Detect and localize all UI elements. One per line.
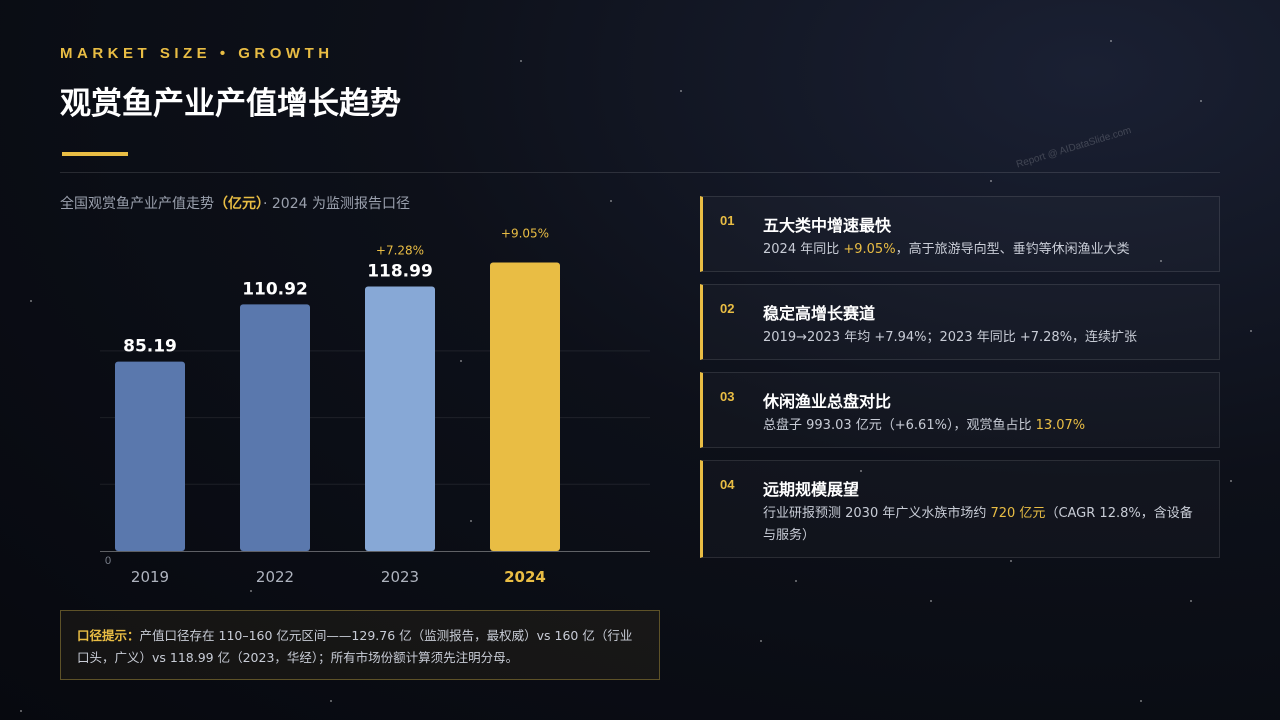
- card-number: 01: [720, 213, 735, 228]
- star-dot: [1200, 100, 1202, 102]
- star-dot: [610, 200, 612, 202]
- card-body-text: 2019→2023 年均 +7.94%；2023 年同比 +7.28%，连续扩张: [763, 330, 1138, 345]
- star-dot: [20, 710, 22, 712]
- star-dot: [1050, 420, 1052, 422]
- star-dot: [1190, 600, 1192, 602]
- card-body-highlight: 720 亿元: [990, 506, 1046, 521]
- card-body-highlight: 13.07%: [1035, 418, 1086, 433]
- card-number: 03: [720, 389, 735, 404]
- bar-2023: [365, 286, 435, 551]
- bar-2019: [115, 361, 185, 551]
- card-body: 2019→2023 年均 +7.94%；2023 年同比 +7.28%，连续扩张: [763, 327, 1203, 349]
- star-dot: [30, 300, 32, 302]
- star-dot: [460, 360, 462, 362]
- bar-growth-label: +7.28%: [376, 243, 424, 257]
- bar-value-label: 110.92: [242, 279, 308, 299]
- bar-2022: [240, 304, 310, 551]
- bar-2024: [490, 262, 560, 551]
- page-title: 观赏鱼产业产值增长趋势: [60, 86, 401, 122]
- star-dot: [1110, 40, 1112, 42]
- card-title: 休闲渔业总盘对比: [763, 392, 892, 411]
- star-dot: [930, 600, 932, 602]
- card-title: 远期规模展望: [763, 480, 860, 499]
- insight-card-3: 03 休闲渔业总盘对比 总盘子 993.03 亿元（+6.61%），观赏鱼占比 …: [700, 372, 1220, 448]
- watermark-text: Report @ AIDataSlide.com: [1015, 125, 1133, 171]
- card-body-text-after: ，高于旅游导向型、垂钓等休闲渔业大类: [895, 242, 1130, 257]
- caliber-note: 口径提示：产值口径存在 110–160 亿元区间——129.76 亿（监测报告，…: [60, 610, 660, 680]
- x-tick-label: 2023: [381, 568, 419, 586]
- card-body-text-after: （CAGR 12.8%，含设备与服务）: [763, 506, 1193, 543]
- star-dot: [520, 60, 522, 62]
- star-dot: [860, 470, 862, 472]
- chart-subtitle: 全国观赏鱼产业产值走势（亿元）· 2024 为监测报告口径: [60, 193, 410, 213]
- bar-growth-label: +9.05%: [501, 227, 549, 241]
- bar-value-label: 85.19: [123, 337, 177, 357]
- card-title: 稳定高增长赛道: [763, 304, 876, 323]
- card-body: 行业研报预测 2030 年广义水族市场约 720 亿元（CAGR 12.8%，含…: [763, 503, 1203, 547]
- chart-subtitle-unit: （亿元）: [214, 196, 263, 212]
- bar-value-label: 118.99: [367, 261, 433, 281]
- card-body: 2024 年同比 +9.05%，高于旅游导向型、垂钓等休闲渔业大类: [763, 239, 1203, 261]
- star-dot: [1160, 260, 1162, 262]
- card-number: 02: [720, 301, 735, 316]
- insight-card-4: 04 远期规模展望 行业研报预测 2030 年广义水族市场约 720 亿元（CA…: [700, 460, 1220, 558]
- bar-chart: 0 2019 85.19 2022 110.92 2023 118.99 +7.28% 2024…: [100, 227, 650, 586]
- header-divider: [60, 172, 1220, 173]
- star-dot: [680, 90, 682, 92]
- insight-card-2: 02 稳定高增长赛道 2019→2023 年均 +7.94%；2023 年同比 …: [700, 284, 1220, 360]
- insight-card-1: 01 五大类中增速最快 2024 年同比 +9.05%，高于旅游导向型、垂钓等休…: [700, 196, 1220, 272]
- star-dot: [1140, 700, 1142, 702]
- star-dot: [795, 580, 797, 582]
- star-dot: [990, 180, 992, 182]
- x-tick-label: 2019: [131, 568, 169, 586]
- chart-subtitle-suffix: · 2024 为监测报告口径: [263, 196, 410, 212]
- star-dot: [470, 520, 472, 522]
- card-body-highlight: +9.05%: [843, 242, 896, 257]
- star-dot: [1250, 330, 1252, 332]
- section-eyebrow: MARKET SIZE • GROWTH: [60, 45, 334, 62]
- chart-subtitle-prefix: 全国观赏鱼产业产值走势: [60, 196, 214, 212]
- card-title: 五大类中增速最快: [763, 216, 892, 235]
- caliber-note-label: 口径提示：: [77, 628, 140, 643]
- card-number: 04: [720, 477, 735, 492]
- x-tick-label: 2024: [504, 568, 546, 586]
- star-dot: [760, 640, 762, 642]
- star-dot: [330, 700, 332, 702]
- card-body: 总盘子 993.03 亿元（+6.61%），观赏鱼占比 13.07%: [763, 415, 1203, 437]
- star-dot: [250, 590, 252, 592]
- title-accent-bar: [62, 152, 128, 156]
- card-body-text: 行业研报预测 2030 年广义水族市场约: [763, 506, 991, 521]
- card-body-text: 2024 年同比: [763, 242, 844, 257]
- caliber-note-text: 产值口径存在 110–160 亿元区间——129.76 亿（监测报告，最权威）v…: [77, 628, 633, 665]
- star-dot: [1010, 560, 1012, 562]
- x-tick-label: 2022: [256, 568, 294, 586]
- y-axis-zero-label: 0: [105, 555, 111, 567]
- card-body-text: 总盘子 993.03 亿元（+6.61%），观赏鱼占比: [763, 418, 1036, 433]
- star-dot: [1230, 480, 1232, 482]
